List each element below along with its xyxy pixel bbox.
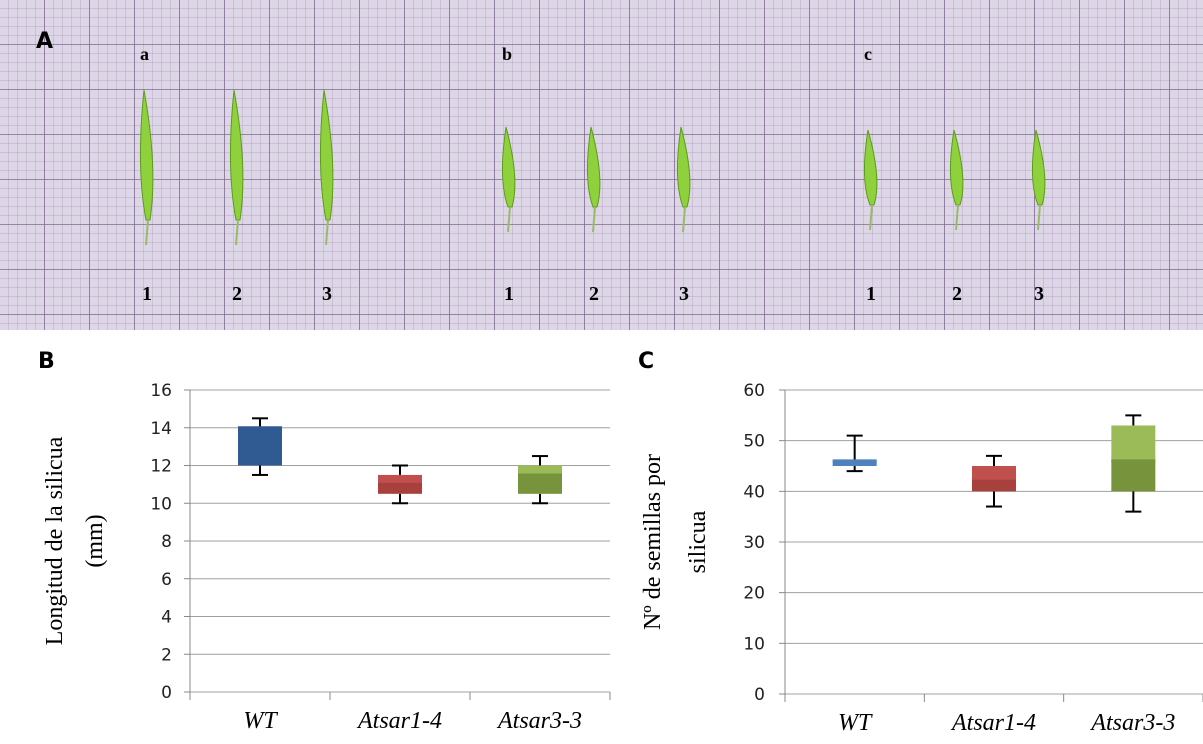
y-axis-label: Longitud de la silicua xyxy=(42,436,68,645)
x-tick-label: Atsar1-4 xyxy=(356,708,442,734)
y-tick-label: 10 xyxy=(150,494,172,514)
panel-label: C xyxy=(638,349,654,374)
box-lower xyxy=(1111,461,1155,491)
item-label: 1 xyxy=(866,283,876,305)
y-tick-label: 0 xyxy=(161,683,172,703)
item-label: 3 xyxy=(679,283,689,305)
graph-paper-coarse xyxy=(0,0,1203,330)
item-label: 2 xyxy=(589,283,599,305)
y-tick-label: 2 xyxy=(161,645,172,665)
y-tick-label: 8 xyxy=(161,532,172,552)
y-tick-label: 12 xyxy=(150,457,172,477)
x-tick-label: WT xyxy=(838,710,873,736)
item-label: 2 xyxy=(952,283,962,305)
y-tick-label: 16 xyxy=(150,381,172,401)
group-label: b xyxy=(502,44,512,64)
item-label: 2 xyxy=(232,283,242,305)
y-tick-label: 4 xyxy=(161,608,172,628)
item-label: 1 xyxy=(504,283,514,305)
y-tick-label: 6 xyxy=(161,570,172,590)
group-label: c xyxy=(864,44,872,64)
y-tick-label: 30 xyxy=(743,533,765,553)
photo-panel: A xyxy=(0,0,1203,330)
y-tick-label: 40 xyxy=(743,482,765,502)
panel-label: A xyxy=(36,29,53,54)
y-tick-label: 50 xyxy=(743,432,765,452)
y-tick-label: 10 xyxy=(743,634,765,654)
x-tick-label: Atsar1-4 xyxy=(950,710,1036,736)
panel-label: B xyxy=(38,349,55,374)
box-upper xyxy=(1111,425,1155,460)
x-tick-label: Atsar3-3 xyxy=(496,708,582,734)
y-axis-label: silicua xyxy=(685,510,711,573)
y-axis-label: (mm) xyxy=(82,514,108,567)
box-lower xyxy=(238,428,282,466)
y-tick-label: 60 xyxy=(743,381,765,401)
item-label: 3 xyxy=(322,283,332,305)
x-tick-label: WT xyxy=(243,708,278,734)
box-upper xyxy=(972,466,1016,481)
box-lower xyxy=(972,481,1016,491)
group-label: a xyxy=(140,44,149,64)
y-tick-label: 14 xyxy=(150,419,172,439)
y-axis-label: Nº de semillas por xyxy=(640,454,666,630)
y-tick-label: 0 xyxy=(754,685,765,705)
x-tick-label: Atsar3-3 xyxy=(1089,710,1175,736)
y-tick-label: 20 xyxy=(743,584,765,604)
box-lower xyxy=(518,475,562,494)
item-label: 3 xyxy=(1034,283,1044,305)
item-label: 1 xyxy=(142,283,152,305)
